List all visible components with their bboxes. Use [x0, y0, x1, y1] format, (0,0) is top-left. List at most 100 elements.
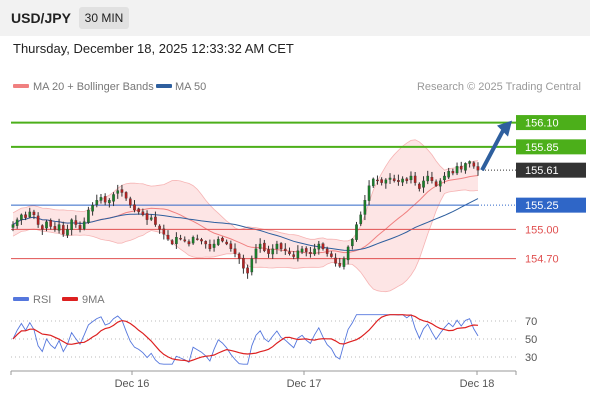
candle-body — [229, 243, 233, 250]
pivot-badge — [516, 197, 586, 213]
candle — [376, 175, 379, 185]
candle — [225, 239, 228, 246]
candle-body — [405, 178, 409, 182]
candle-body — [292, 254, 295, 257]
legend-label-bollinger: MA 20 + Bollinger Bands — [33, 81, 154, 93]
candle-body — [342, 258, 346, 267]
candle — [459, 161, 463, 173]
candle — [204, 240, 208, 249]
candle-body — [459, 165, 463, 170]
candle-body — [468, 161, 471, 164]
candle — [145, 210, 149, 225]
rsi-tick-label: 30 — [525, 352, 537, 364]
candle — [120, 184, 124, 197]
candle-body — [45, 221, 48, 229]
candle-body — [464, 163, 467, 171]
candle-body — [376, 179, 379, 182]
candle-body — [438, 180, 442, 187]
candle-body — [317, 243, 321, 250]
bollinger-bands — [12, 139, 479, 293]
candle — [443, 172, 446, 184]
candle — [447, 167, 450, 180]
candle-body — [124, 192, 128, 199]
candle-body — [145, 213, 149, 220]
candle — [216, 236, 220, 247]
candle — [304, 246, 308, 257]
candle — [384, 178, 388, 189]
candle-body — [116, 190, 120, 194]
candle — [87, 206, 90, 224]
candle-body — [166, 234, 170, 240]
candle — [430, 171, 434, 184]
timeframe-badge[interactable]: 30 MIN — [79, 7, 129, 29]
projection-arrowhead — [497, 120, 512, 137]
candle — [405, 177, 409, 184]
candle-body — [355, 224, 358, 240]
candle-body — [447, 170, 450, 178]
candle — [103, 193, 107, 206]
candle — [346, 245, 350, 265]
candle — [313, 243, 316, 256]
candle-body — [325, 248, 329, 254]
candle-body — [74, 220, 78, 225]
bollinger-lower — [12, 189, 479, 293]
candle-body — [28, 211, 32, 218]
candle — [116, 184, 120, 199]
candle — [250, 255, 254, 276]
candle — [53, 222, 57, 232]
candle-body — [304, 248, 308, 252]
candle — [292, 251, 295, 260]
candle — [162, 224, 166, 240]
rsi-ma-line — [12, 314, 479, 363]
x-tick-label: Dec 16 — [115, 378, 150, 390]
candle — [221, 236, 224, 243]
resistance-badge — [516, 139, 586, 155]
legend-swatch-9ma — [62, 297, 78, 301]
candle-body — [212, 243, 216, 248]
legend-swatch-rsi — [13, 297, 29, 301]
candle-body — [451, 171, 455, 174]
candle — [422, 176, 425, 193]
candle-body — [267, 249, 270, 254]
candle-body — [250, 258, 254, 273]
projection-arrow-shaft — [480, 129, 505, 172]
rsi-panel: 30 50 70 — [11, 313, 537, 365]
candle — [49, 218, 53, 230]
candle — [187, 239, 191, 247]
candle — [267, 245, 270, 258]
candle — [246, 264, 249, 279]
candle-body — [279, 243, 283, 250]
candle — [468, 160, 471, 168]
candle-body — [401, 178, 404, 183]
candle — [275, 240, 279, 255]
candle — [434, 179, 438, 187]
candle-body — [221, 237, 224, 242]
candle-body — [108, 200, 111, 204]
candle-body — [57, 224, 61, 231]
candle-body — [263, 242, 266, 251]
candle-body — [392, 178, 396, 182]
candle — [99, 193, 103, 204]
candle-body — [254, 248, 258, 259]
rsi-line — [12, 313, 479, 365]
candle-body — [388, 177, 392, 180]
candle-body — [321, 243, 325, 250]
candle-body — [258, 243, 262, 249]
candle — [426, 170, 430, 185]
candle-body — [334, 257, 337, 264]
resistance-label: 155.85 — [525, 142, 559, 154]
candle — [317, 241, 321, 255]
candle-body — [162, 228, 166, 235]
candle — [166, 230, 170, 241]
candle — [418, 182, 421, 192]
candle — [133, 200, 136, 213]
candle-body — [242, 257, 245, 269]
candle — [321, 242, 325, 251]
main-legend: MA 20 + Bollinger Bands MA 50 Research ©… — [13, 81, 581, 93]
candle — [229, 240, 233, 252]
candle — [175, 232, 178, 249]
legend-swatch-bollinger — [13, 84, 29, 88]
resistance-label: 156.10 — [525, 118, 559, 130]
candle — [41, 224, 44, 235]
